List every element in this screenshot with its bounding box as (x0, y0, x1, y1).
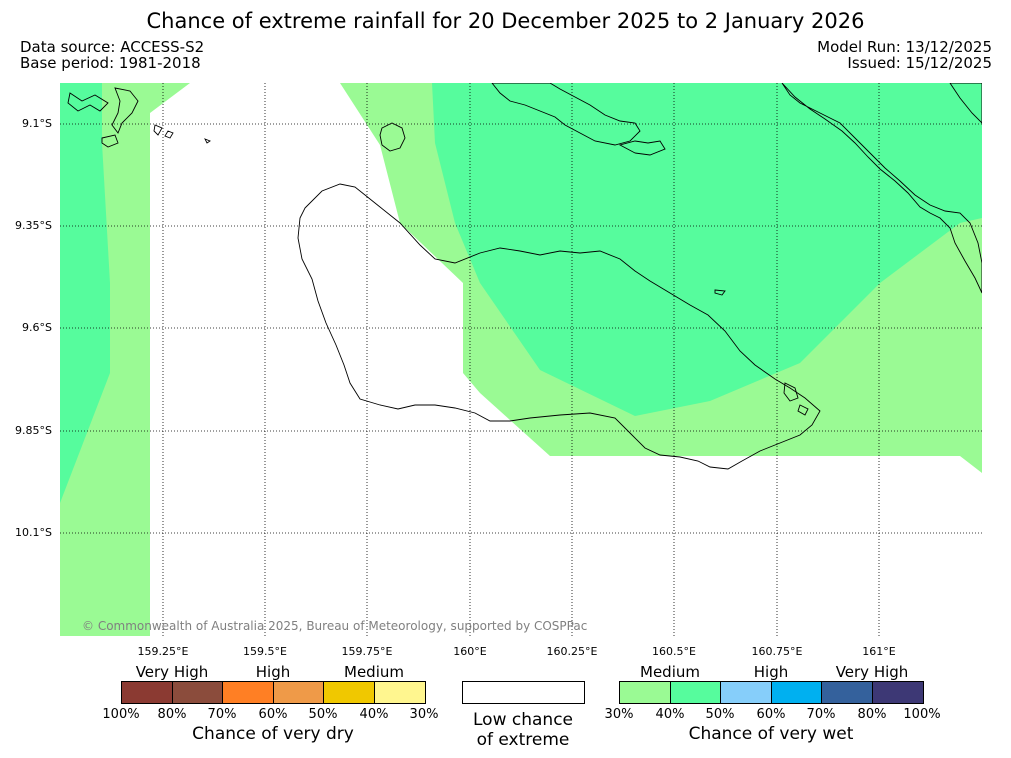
islets-east (714, 289, 809, 416)
map-title: Chance of extreme rainfall for 20 Decemb… (146, 9, 865, 33)
wet-pct-50: 50% (705, 707, 735, 722)
lon-label-159-5: 159.5°E (243, 645, 287, 658)
lat-label-9-6: 9.6°S (22, 321, 52, 334)
dry-colorbar (121, 681, 426, 704)
wet-pct-70: 70% (806, 707, 836, 722)
rainfall-map: © Commonwealth of Australia 2025, Bureau… (60, 83, 982, 636)
coastlines (67, 83, 982, 470)
dry-swatch-60-70 (223, 682, 274, 703)
lat-label-9-1: 9.1°S (22, 117, 52, 130)
wet-category-high: High (753, 663, 789, 681)
model-info-block: Model Run: 13/12/2025 Issued: 15/12/2025 (817, 39, 992, 71)
lon-label-160-5: 160.5°E (652, 645, 696, 658)
dry-swatch-30-40 (374, 682, 425, 703)
dry-caption: Chance of very dry (192, 724, 354, 744)
dry-pct-100: 100% (102, 707, 140, 722)
low-chance-caption-line1: Low chance (473, 710, 573, 730)
wet-pct-80: 80% (857, 707, 887, 722)
wet-caption: Chance of very wet (688, 724, 854, 744)
data-source: Data source: ACCESS-S2 (20, 38, 205, 56)
dry-swatch-40-50 (324, 682, 375, 703)
dry-category-very-high: Very High (135, 663, 209, 681)
wet-swatch-30-40 (620, 682, 671, 703)
lat-label-9-85: 9.85°S (15, 424, 52, 437)
island-main-coast (297, 183, 821, 470)
map-grid (60, 83, 982, 636)
wet-pct-30: 30% (604, 707, 634, 722)
issued-date: Issued: 15/12/2025 (847, 54, 992, 72)
wet-swatch-60-70 (771, 682, 822, 703)
islands-northwest (67, 87, 211, 148)
low-chance-caption-line2: of extreme (476, 730, 570, 750)
island-small-north (379, 122, 406, 152)
region-medium-40-50-east (432, 83, 982, 416)
wet-swatch-40-50 (670, 682, 721, 703)
copyright-note: © Commonwealth of Australia 2025, Bureau… (82, 619, 587, 633)
dry-pct-60: 60% (258, 707, 288, 722)
dry-swatch-50-60 (273, 682, 324, 703)
dry-swatch-70-80 (172, 682, 223, 703)
wet-category-medium: Medium (640, 663, 700, 681)
wet-swatch-50-60 (721, 682, 772, 703)
island-northeast (781, 83, 982, 294)
lon-label-160-25: 160.25°E (546, 645, 598, 658)
dry-category-high: High (255, 663, 291, 681)
dry-swatch-80-100 (122, 682, 173, 703)
wet-category-very-high: Very High (835, 663, 909, 681)
lat-label-10-1: 10.1°S (15, 526, 52, 539)
lon-label-161: 161°E (862, 645, 896, 658)
lat-label-9-35: 9.35°S (15, 219, 52, 232)
low-chance-swatch (462, 681, 585, 704)
wet-colorbar (619, 681, 924, 704)
dry-pct-70: 70% (207, 707, 237, 722)
dry-category-medium: Medium (344, 663, 404, 681)
dry-pct-80: 80% (157, 707, 187, 722)
wet-swatch-80-100 (872, 682, 923, 703)
dry-pct-40: 40% (359, 707, 389, 722)
wet-pct-100: 100% (903, 707, 941, 722)
dry-pct-50: 50% (308, 707, 338, 722)
lon-label-159-75: 159.75°E (341, 645, 393, 658)
base-period: Base period: 1981-2018 (20, 54, 201, 72)
wet-swatch-70-80 (822, 682, 873, 703)
lon-label-160-75: 160.75°E (751, 645, 803, 658)
lon-label-160: 160°E (453, 645, 487, 658)
model-run: Model Run: 13/12/2025 (817, 38, 992, 56)
dry-pct-30: 30% (409, 707, 439, 722)
wet-pct-60: 60% (756, 707, 786, 722)
data-source-block: Data source: ACCESS-S2 Base period: 1981… (20, 39, 204, 71)
region-medium-40-50-west (60, 83, 110, 503)
lon-label-159-25: 159.25°E (137, 645, 189, 658)
wet-pct-40: 40% (655, 707, 685, 722)
island-north-central (491, 83, 666, 156)
